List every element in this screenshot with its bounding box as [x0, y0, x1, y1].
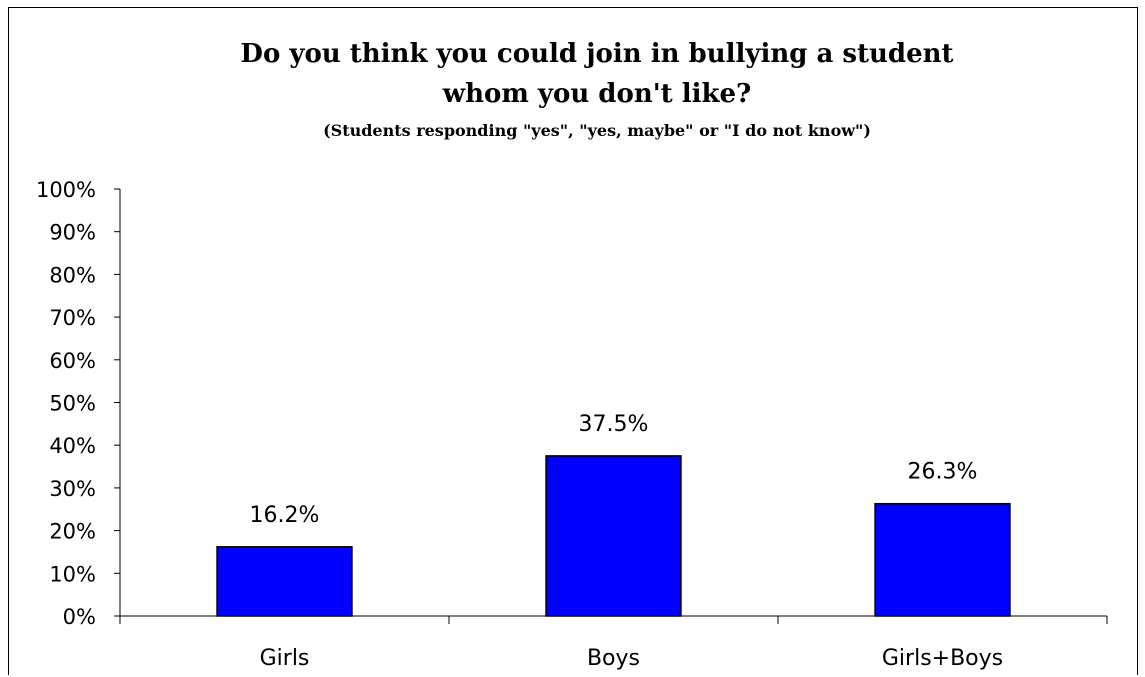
x-axis: Girls Boys Girls+Boys [119, 615, 1108, 671]
value-label: 26.3% [908, 460, 978, 485]
y-tick-label: 20% [49, 520, 96, 544]
y-tick-label: 10% [49, 562, 96, 586]
y-tick-label: 40% [49, 434, 96, 458]
chart-subtitle: (Students responding "yes", "yes, maybe"… [323, 121, 871, 140]
y-tick-label: 90% [49, 221, 96, 245]
bar-girls-boys [874, 502, 1011, 617]
y-tick-label: 80% [49, 263, 96, 287]
chart-title-line-2: whom you don't like? [442, 79, 752, 109]
x-category-label: Girls+Boys [882, 646, 1003, 671]
y-axis: 0% 10% 20% 30% 40% 50% 60% 70% 80% 90% 100% [36, 178, 121, 629]
bars [216, 455, 1011, 617]
value-label: 16.2% [250, 503, 320, 528]
x-category-label: Boys [587, 646, 640, 671]
x-category-label: Girls [260, 646, 310, 671]
value-label: 37.5% [579, 412, 649, 437]
bar-boys [545, 455, 682, 617]
y-tick-label: 30% [49, 477, 96, 501]
y-tick-label: 0% [63, 605, 96, 629]
y-tick-label: 70% [49, 306, 96, 330]
y-tick-label: 100% [36, 178, 96, 202]
bar-girls [216, 546, 353, 617]
y-tick-label: 50% [49, 392, 96, 416]
y-tick-label: 60% [49, 349, 96, 373]
value-labels: 16.2% 37.5% 26.3% [250, 412, 978, 528]
chart-title-line-1: Do you think you could join in bullying … [240, 39, 953, 69]
